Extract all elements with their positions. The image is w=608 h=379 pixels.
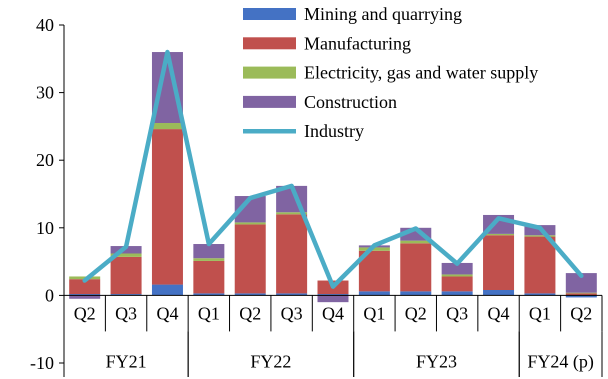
point-industry-4 bbox=[248, 196, 252, 200]
bar-construction-12 bbox=[565, 273, 597, 293]
legend: Mining and quarrying Manufacturing Electri… bbox=[243, 4, 538, 141]
point-industry-0 bbox=[83, 279, 87, 283]
bar-manufacturing-5 bbox=[276, 214, 308, 294]
point-industry-10 bbox=[497, 216, 501, 220]
bar-manufacturing-4 bbox=[234, 224, 266, 294]
y-tick-label: 30 bbox=[36, 83, 54, 103]
bar-electricity-gas-and-water-supply-11 bbox=[524, 235, 556, 237]
point-industry-3 bbox=[207, 242, 211, 246]
category-label: Q2 bbox=[570, 303, 592, 323]
group-label: FY24 (p) bbox=[527, 351, 594, 372]
bar-electricity-gas-and-water-supply-7 bbox=[358, 247, 390, 251]
bar-manufacturing-10 bbox=[483, 235, 515, 290]
category-label: Q3 bbox=[115, 303, 137, 323]
legend-label-industry: Industry bbox=[304, 121, 364, 141]
legend-label-mining-and-quarrying: Mining and quarrying bbox=[304, 4, 462, 24]
bar-mining-and-quarrying-2 bbox=[151, 284, 183, 296]
bar-construction-3 bbox=[193, 244, 225, 259]
bar-manufacturing-2 bbox=[151, 129, 183, 285]
category-label: Q2 bbox=[239, 303, 261, 323]
point-industry-12 bbox=[579, 274, 583, 278]
category-label: Q2 bbox=[74, 303, 96, 323]
category-label: Q1 bbox=[529, 303, 551, 323]
category-label: Q4 bbox=[322, 303, 344, 323]
category-label: Q1 bbox=[198, 303, 220, 323]
bar-layer bbox=[69, 52, 597, 303]
group-label: FY21 bbox=[106, 351, 147, 371]
axes: -10 0 10 20 30 40 Q2 Q3 Q4 Q1 Q2 Q3 Q4 Q1 Q2 Q3 Q4 Q1 Q2 FY… bbox=[30, 15, 603, 377]
point-industry-7 bbox=[372, 243, 376, 247]
line-layer bbox=[82, 49, 584, 289]
y-tick-label: 20 bbox=[36, 150, 54, 170]
bar-mining-and-quarrying-10 bbox=[483, 289, 515, 296]
bar-electricity-gas-and-water-supply-1 bbox=[110, 253, 142, 257]
legend-label-construction: Construction bbox=[304, 92, 397, 112]
bar-mining-and-quarrying-0 bbox=[69, 294, 101, 296]
y-tick-label: 0 bbox=[45, 285, 54, 305]
legend-label-electricity-gas-and-water-supply: Electricity, gas and water supply bbox=[304, 63, 538, 83]
point-industry-9 bbox=[455, 262, 459, 266]
point-industry-1 bbox=[124, 245, 128, 249]
bar-electricity-gas-and-water-supply-2 bbox=[151, 123, 183, 130]
bar-electricity-gas-and-water-supply-3 bbox=[193, 258, 225, 261]
legend-swatch-mining-and-quarrying bbox=[243, 8, 296, 20]
bar-mining-and-quarrying-1 bbox=[110, 294, 142, 296]
group-label: FY22 bbox=[250, 351, 291, 371]
y-tick-label: 40 bbox=[36, 15, 54, 35]
bar-mining-and-quarrying-6 bbox=[317, 294, 349, 296]
bar-mining-and-quarrying-4 bbox=[234, 293, 266, 296]
bar-construction-9 bbox=[441, 262, 473, 275]
bar-construction-0 bbox=[69, 295, 101, 299]
bar-electricity-gas-and-water-supply-8 bbox=[400, 240, 432, 244]
point-industry-8 bbox=[414, 226, 418, 230]
bar-manufacturing-8 bbox=[400, 243, 432, 292]
y-tick-label: 10 bbox=[36, 218, 54, 238]
group-label: FY23 bbox=[416, 351, 457, 371]
bar-construction-1 bbox=[110, 246, 142, 254]
category-label: Q3 bbox=[281, 303, 303, 323]
bar-electricity-gas-and-water-supply-5 bbox=[276, 212, 308, 215]
bar-electricity-gas-and-water-supply-4 bbox=[234, 222, 266, 225]
bar-electricity-gas-and-water-supply-10 bbox=[483, 233, 515, 236]
bar-mining-and-quarrying-11 bbox=[524, 293, 556, 296]
point-industry-11 bbox=[538, 226, 542, 230]
bar-manufacturing-0 bbox=[69, 279, 101, 295]
category-label: Q4 bbox=[156, 303, 178, 323]
category-label: Q1 bbox=[363, 303, 385, 323]
legend-label-manufacturing: Manufacturing bbox=[304, 33, 411, 53]
bar-manufacturing-9 bbox=[441, 276, 473, 292]
bar-electricity-gas-and-water-supply-9 bbox=[441, 274, 473, 277]
point-industry-5 bbox=[290, 184, 294, 188]
bar-mining-and-quarrying-8 bbox=[400, 291, 432, 296]
point-industry-2 bbox=[165, 50, 169, 54]
bar-manufacturing-1 bbox=[110, 256, 142, 295]
bar-construction-6 bbox=[317, 295, 349, 303]
legend-swatch-manufacturing bbox=[243, 37, 296, 50]
point-industry-6 bbox=[331, 285, 335, 289]
bar-mining-and-quarrying-3 bbox=[193, 293, 225, 296]
bar-mining-and-quarrying-12 bbox=[565, 295, 597, 298]
bar-mining-and-quarrying-9 bbox=[441, 291, 473, 296]
legend-swatch-electricity-gas-and-water-supply bbox=[243, 66, 296, 79]
bar-manufacturing-11 bbox=[524, 236, 556, 294]
bar-mining-and-quarrying-7 bbox=[358, 291, 390, 296]
bar-manufacturing-3 bbox=[193, 260, 225, 294]
category-label: Q4 bbox=[488, 303, 510, 323]
category-label: Q3 bbox=[446, 303, 468, 323]
legend-swatch-construction bbox=[243, 95, 296, 108]
bar-manufacturing-12 bbox=[565, 293, 597, 296]
category-label: Q2 bbox=[405, 303, 427, 323]
bar-electricity-gas-and-water-supply-12 bbox=[565, 292, 597, 294]
bar-mining-and-quarrying-5 bbox=[276, 293, 308, 296]
y-tick-label: -10 bbox=[30, 353, 54, 373]
